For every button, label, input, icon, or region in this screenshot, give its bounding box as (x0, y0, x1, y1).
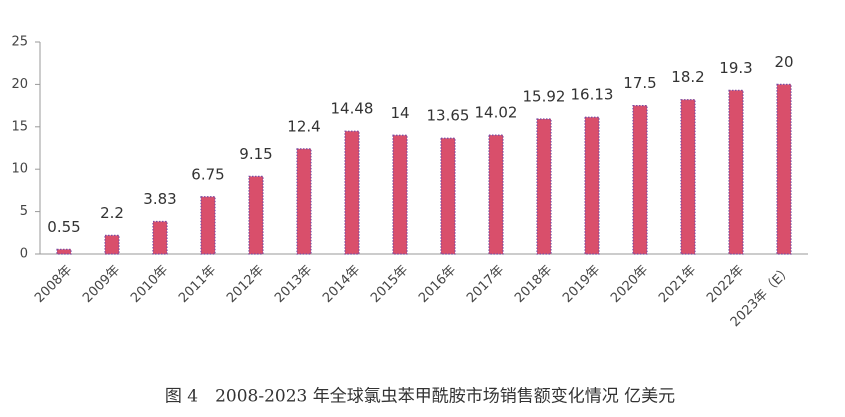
data-label: 17.5 (623, 74, 656, 92)
data-label: 16.13 (571, 86, 614, 104)
data-label: 14.02 (475, 104, 518, 122)
x-tick-label: 2017年 (464, 263, 507, 306)
x-tick-label: 2010年 (128, 263, 171, 306)
data-label: 13.65 (427, 107, 470, 125)
x-tick-label: 2014年 (320, 263, 363, 306)
bar (152, 220, 168, 255)
bar (488, 134, 504, 255)
y-tick-label: 25 (11, 35, 28, 50)
data-label: 14.48 (331, 100, 374, 118)
data-label: 19.3 (719, 59, 752, 77)
x-tick-label: 2016年 (416, 263, 459, 306)
data-label: 12.4 (287, 117, 320, 135)
x-tick-label: 2022年 (704, 263, 747, 306)
bar (440, 137, 456, 255)
bar (200, 196, 216, 255)
y-tick-label: 10 (11, 162, 28, 177)
bar (344, 130, 360, 255)
bar (776, 83, 792, 255)
chart-title: 图 4 2008-2023 年全球氯虫苯甲酰胺市场销售额变化情况 亿美元 (165, 387, 675, 407)
x-tick-label: 2013年 (272, 263, 315, 306)
x-tick-label: 2021年 (656, 263, 699, 306)
bar (56, 248, 72, 255)
bar (296, 148, 312, 255)
x-tick-label: 2009年 (80, 263, 123, 306)
data-label: 3.83 (143, 190, 176, 208)
bar (728, 89, 744, 255)
bar (104, 234, 120, 255)
x-tick-label: 2015年 (368, 263, 411, 306)
data-label: 14 (390, 104, 409, 122)
data-label: 2.2 (100, 204, 124, 222)
bar (248, 175, 264, 255)
y-tick-label: 15 (11, 119, 28, 134)
bar (680, 99, 696, 255)
bar (584, 116, 600, 255)
bar (632, 104, 648, 255)
data-label: 0.55 (47, 218, 80, 236)
bar (536, 118, 552, 255)
bar (392, 134, 408, 255)
x-tick-label: 2012年 (224, 263, 267, 306)
y-tick-label: 0 (20, 247, 28, 262)
x-tick-label: 2019年 (560, 263, 603, 306)
data-label: 20 (774, 53, 793, 71)
data-label: 18.2 (671, 68, 704, 86)
x-tick-label: 2008年 (32, 263, 75, 306)
x-tick-label: 2011年 (176, 263, 219, 306)
x-tick-label: 2018年 (512, 263, 555, 306)
data-label: 9.15 (239, 145, 272, 163)
data-label: 6.75 (191, 165, 224, 183)
x-tick-label: 2020年 (608, 263, 651, 306)
y-tick-label: 5 (20, 204, 28, 219)
y-tick-label: 20 (11, 77, 28, 92)
data-label: 15.92 (523, 87, 566, 105)
